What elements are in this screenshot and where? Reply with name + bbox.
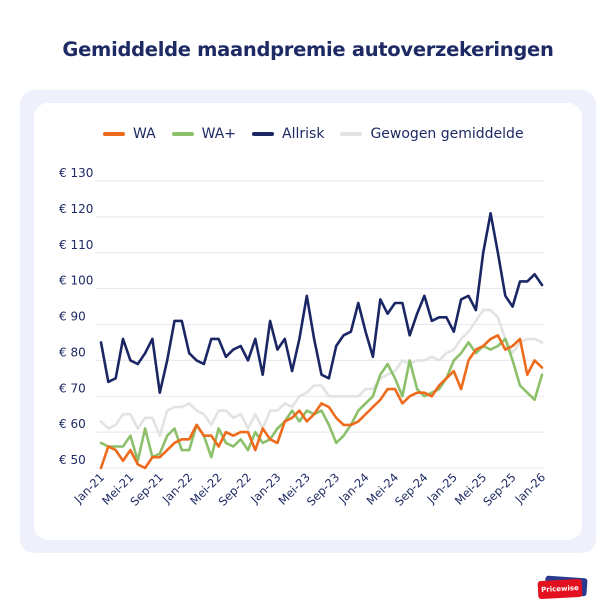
legend-item-wa-plus: WA+ — [171, 126, 237, 142]
legend-item-allrisk: Allrisk — [252, 126, 324, 142]
y-tick-label: € 60 — [59, 417, 86, 431]
y-tick-label: € 120 — [59, 202, 93, 216]
x-tick-label: Jan-26 — [512, 470, 548, 506]
y-tick-label: € 100 — [59, 274, 93, 288]
legend-swatch — [252, 132, 275, 136]
y-tick-label: € 50 — [59, 453, 86, 467]
y-tick-label: € 70 — [59, 381, 86, 395]
series-line-allrisk — [99, 212, 544, 394]
legend-label: WA+ — [201, 126, 237, 142]
y-tick-label: € 90 — [59, 310, 86, 324]
series-line-wa — [99, 334, 544, 470]
legend: WA WA+ Allrisk Gewogen gemiddelde — [103, 126, 524, 142]
legend-item-wa: WA — [103, 126, 156, 142]
series-line-gewogen-gemiddelde — [99, 308, 544, 437]
y-tick-label: € 130 — [59, 166, 93, 180]
x-tick-label: Sep-23 — [304, 470, 343, 509]
legend-item-gewogen: Gewogen gemiddelde — [340, 126, 524, 142]
legend-label: Gewogen gemiddelde — [370, 126, 524, 142]
series-line-wa- — [99, 337, 544, 463]
x-tick-label: Sep-24 — [392, 470, 431, 509]
chart-card — [34, 103, 582, 540]
x-tick-label: Sep-25 — [480, 470, 519, 509]
x-tick-label: Sep-21 — [127, 470, 166, 509]
x-tick-label: Sep-22 — [216, 470, 255, 509]
legend-swatch — [171, 132, 194, 136]
y-tick-label: € 110 — [59, 238, 93, 252]
pricewise-logo: Pricewise — [537, 575, 588, 600]
legend-swatch — [340, 132, 363, 136]
page-title: Gemiddelde maandpremie autoverzekeringen — [62, 38, 554, 61]
legend-swatch — [103, 132, 125, 136]
legend-label: WA — [133, 126, 156, 142]
y-tick-label: € 80 — [59, 345, 86, 359]
legend-label: Allrisk — [282, 126, 325, 142]
